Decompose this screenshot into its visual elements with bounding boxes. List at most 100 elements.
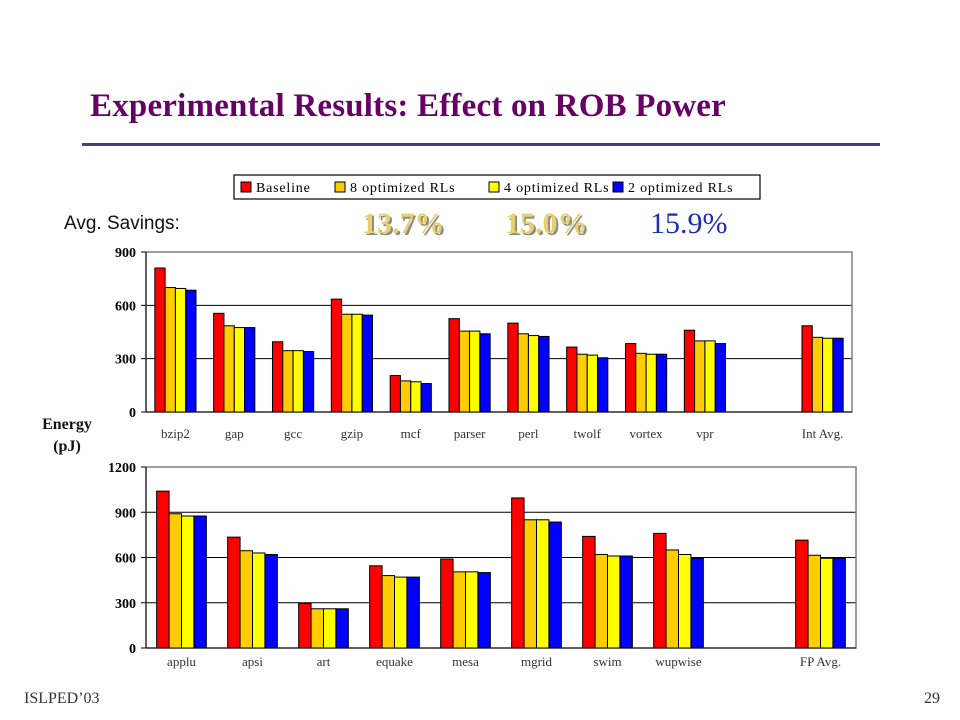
y-tick-label: 1200 — [108, 461, 136, 476]
bar — [479, 333, 491, 413]
y-tick-label: 600 — [115, 552, 136, 567]
x-tick-label: bzip2 — [161, 426, 190, 441]
bar — [678, 553, 692, 649]
y-tick-label: 300 — [115, 597, 136, 612]
bar — [523, 519, 538, 649]
bar — [458, 330, 471, 413]
x-tick-label: apsi — [242, 654, 263, 669]
bar — [181, 515, 195, 649]
bar — [811, 336, 824, 413]
bar — [410, 381, 422, 413]
bar — [694, 340, 706, 413]
bar — [369, 565, 383, 649]
bar — [341, 313, 353, 413]
y-axis-label: Energy (pJ) — [30, 414, 104, 458]
bar — [282, 350, 294, 413]
bar — [576, 353, 588, 413]
chart-1: 0 300 600 900 bzip2 gap gcc gzip mcf parser perl tw… — [115, 174, 853, 441]
x-tick-label: mesa — [452, 654, 479, 669]
bar — [440, 558, 454, 649]
savings-4-rls: 15.0% — [505, 207, 588, 240]
bar — [832, 557, 846, 649]
bar — [233, 327, 246, 413]
bar — [714, 343, 727, 413]
x-tick-label: FP Avg. — [800, 654, 841, 669]
x-tick-label: wupwise — [655, 654, 701, 669]
bar — [477, 572, 491, 649]
bar — [298, 603, 312, 649]
bar — [271, 341, 284, 413]
y-tick-label: 0 — [129, 642, 136, 657]
bar — [527, 335, 540, 413]
bar — [292, 350, 304, 413]
bar — [801, 325, 813, 413]
bar — [566, 346, 578, 413]
bar — [227, 536, 241, 649]
x-tick-label: mcf — [401, 426, 422, 441]
bar — [607, 555, 621, 649]
bar — [655, 353, 668, 413]
legend-swatch — [488, 181, 500, 193]
bar — [665, 549, 680, 649]
bar — [619, 555, 633, 649]
x-tick-label: gzip — [341, 426, 363, 441]
avg-savings-label: Avg. Savings: — [64, 213, 180, 234]
bar — [406, 576, 420, 649]
bar — [452, 571, 467, 649]
y-axis-label-line2: (pJ) — [53, 438, 81, 455]
x-tick-label: Int Avg. — [802, 426, 844, 441]
bar — [185, 289, 197, 413]
chart-2: 0 300 600 900 1200 applu apsi art equake mesa mgri… — [108, 461, 857, 669]
legend-swatch — [240, 181, 252, 193]
bar — [517, 333, 529, 413]
bar — [538, 335, 550, 413]
bar — [351, 313, 363, 413]
bar — [164, 287, 176, 413]
y-axis-label-line1: Energy — [42, 416, 92, 433]
x-tick-label: equake — [376, 654, 413, 669]
bar — [582, 535, 596, 649]
bar — [511, 497, 525, 649]
bar — [704, 340, 716, 413]
bar — [394, 576, 408, 649]
bar — [795, 539, 809, 649]
x-tick-label: vortex — [629, 426, 663, 441]
bar — [507, 322, 519, 413]
page-number: 29 — [924, 690, 940, 707]
bar — [548, 521, 562, 649]
bar — [168, 513, 182, 649]
title-divider — [82, 143, 880, 146]
y-tick-label: 0 — [129, 406, 136, 421]
savings-8-rls: 13.7% — [362, 207, 445, 240]
x-tick-label: art — [317, 654, 331, 669]
bar — [399, 380, 412, 413]
x-tick-label: mgrid — [521, 654, 553, 669]
bar — [653, 532, 667, 649]
x-tick-label: gcc — [284, 426, 302, 441]
bar — [302, 351, 315, 413]
bar — [193, 515, 207, 649]
bar — [223, 325, 235, 413]
x-tick-label: vpr — [696, 426, 714, 441]
x-tick-label: perl — [518, 426, 539, 441]
legend-swatch — [612, 181, 624, 193]
bar — [244, 327, 256, 413]
legend: Baseline 8 optimized RLs 4 optimized RLs 2 … — [233, 174, 761, 200]
legend-label: 4 optimized RLs — [504, 181, 609, 196]
x-tick-label: twolf — [574, 426, 602, 441]
bar — [381, 575, 396, 649]
bar — [465, 571, 479, 649]
bar — [536, 519, 550, 649]
y-tick-label: 900 — [115, 506, 136, 521]
footer-conference: ISLPED’03 — [24, 690, 100, 707]
y-tick-label: 600 — [115, 299, 136, 314]
bar — [594, 553, 609, 649]
x-tick-label: swim — [593, 654, 621, 669]
x-tick-label: gap — [225, 426, 244, 441]
bar — [252, 552, 266, 649]
bar — [323, 608, 337, 649]
bar — [156, 490, 170, 649]
bar — [635, 352, 647, 413]
x-tick-label: applu — [167, 654, 196, 669]
